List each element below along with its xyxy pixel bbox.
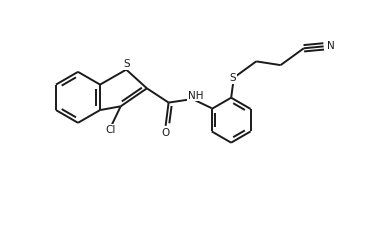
Text: Cl: Cl (105, 125, 115, 135)
Text: NH: NH (188, 91, 203, 101)
Text: O: O (161, 128, 170, 137)
Text: S: S (124, 59, 130, 69)
Text: N: N (327, 41, 335, 51)
Text: S: S (230, 73, 236, 83)
